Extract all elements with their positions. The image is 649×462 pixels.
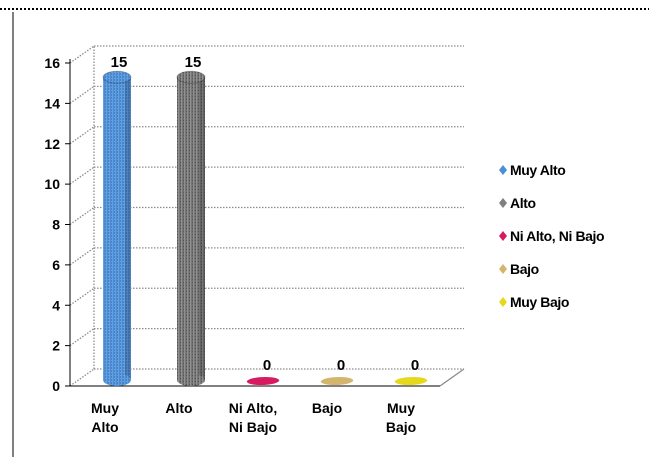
legend-entry: Alto	[510, 195, 536, 211]
data-label: 15	[111, 54, 128, 71]
bar-body	[177, 77, 205, 380]
legend-entry: Ni Alto, Ni Bajo	[510, 228, 604, 244]
side-wall-gridline	[69, 368, 95, 387]
legend-marker	[499, 297, 507, 307]
side-wall-gridline	[69, 166, 95, 185]
floor-right-edge	[439, 368, 465, 387]
y-tick-label: 8	[52, 217, 60, 233]
y-tick-label: 16	[44, 55, 60, 71]
side-wall-gridline	[69, 126, 95, 145]
x-tick-label-line: Muy	[387, 400, 415, 416]
legend-marker	[499, 231, 507, 241]
bar	[320, 377, 354, 385]
y-tick-label: 0	[52, 378, 60, 394]
x-tick-label-line: Ni Alto,	[229, 400, 277, 416]
data-label: 0	[263, 357, 271, 374]
legend-marker	[499, 198, 507, 208]
y-tick-label: 2	[52, 338, 60, 354]
x-tick-label-line: Alto	[165, 400, 192, 416]
legend: Muy Alto Alto Ni Alto, Ni Bajo Bajo Muy Bajo	[499, 162, 605, 310]
legend-entry: Muy Bajo	[510, 294, 569, 310]
y-tick-label: 14	[44, 95, 60, 111]
bar	[102, 70, 132, 386]
legend-entry: Bajo	[510, 261, 539, 277]
bar-bottom-cap	[177, 374, 205, 386]
x-tick-label-line: Alto	[91, 419, 118, 435]
y-tick-label: 10	[44, 176, 60, 192]
data-label: 0	[337, 357, 345, 374]
legend-marker	[499, 165, 507, 175]
x-tick-label-line: Muy	[91, 400, 119, 416]
bar-zero-disk	[246, 377, 280, 385]
side-wall-gridline	[69, 45, 95, 64]
bar-top-cap	[176, 70, 206, 84]
x-tick-label: Muy Alto	[91, 400, 119, 435]
x-tick-label: Ni Alto, Ni Bajo	[229, 400, 277, 435]
side-wall-gridline	[69, 247, 95, 266]
side-wall-gridline	[69, 287, 95, 306]
x-tick-label-line: Bajo	[312, 400, 342, 416]
x-tick-label-line: Ni Bajo	[229, 419, 277, 435]
bar	[246, 377, 280, 385]
y-tick-label: 4	[52, 297, 60, 313]
side-wall-gridline	[69, 85, 95, 104]
x-tick-label: Muy Bajo	[386, 400, 416, 435]
bar-top-cap	[102, 70, 132, 84]
x-tick-label-line: Bajo	[386, 419, 416, 435]
y-tick-label: 12	[44, 136, 60, 152]
x-tick-label: Alto	[165, 400, 192, 416]
side-wall-gridline	[69, 328, 95, 347]
bar	[176, 70, 206, 386]
bar-bottom-cap	[103, 374, 131, 386]
data-label: 15	[185, 54, 202, 71]
side-wall-gridline	[69, 206, 95, 226]
bar	[394, 377, 428, 385]
bar-side-shade	[125, 77, 131, 380]
bar-zero-disk	[320, 377, 354, 385]
legend-marker	[499, 264, 507, 274]
bar-zero-disk	[394, 377, 428, 385]
bar-body	[103, 77, 131, 380]
y-tick-label: 6	[52, 257, 60, 273]
legend-entry: Muy Alto	[510, 162, 565, 178]
bar-side-shade	[199, 77, 205, 380]
data-label: 0	[411, 357, 419, 374]
x-tick-label: Bajo	[312, 400, 342, 416]
